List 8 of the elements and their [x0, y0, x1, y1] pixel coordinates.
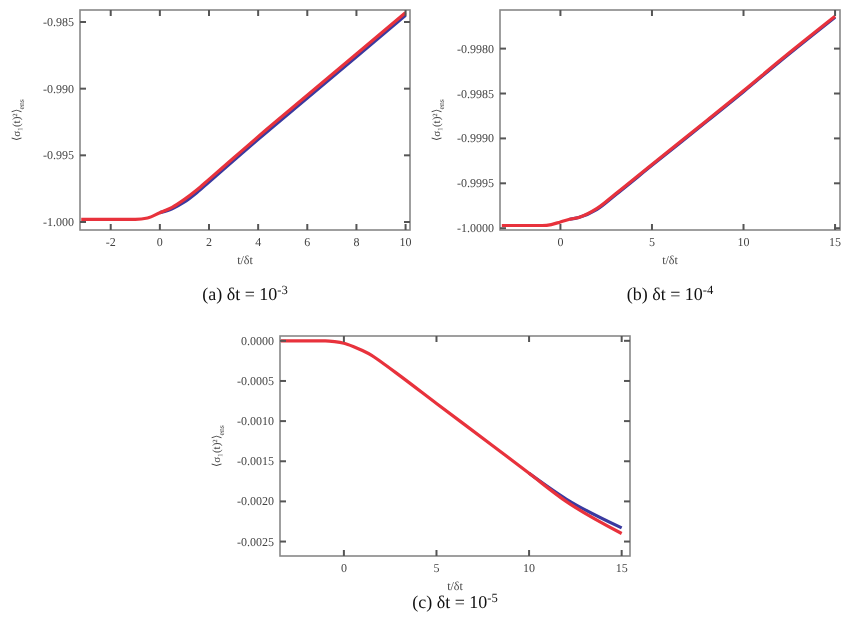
line-series — [279, 339, 624, 536]
line-series — [79, 11, 408, 221]
text: (b) δt = 10$^{-4}$ — [626, 283, 716, 304]
line-series — [158, 13, 408, 215]
line-series — [567, 15, 837, 221]
text: (c) δt = 10$^{-5}$ — [412, 591, 498, 612]
text: (a) δt = 10$^{-3}$ — [202, 283, 288, 304]
line-series — [500, 14, 837, 228]
